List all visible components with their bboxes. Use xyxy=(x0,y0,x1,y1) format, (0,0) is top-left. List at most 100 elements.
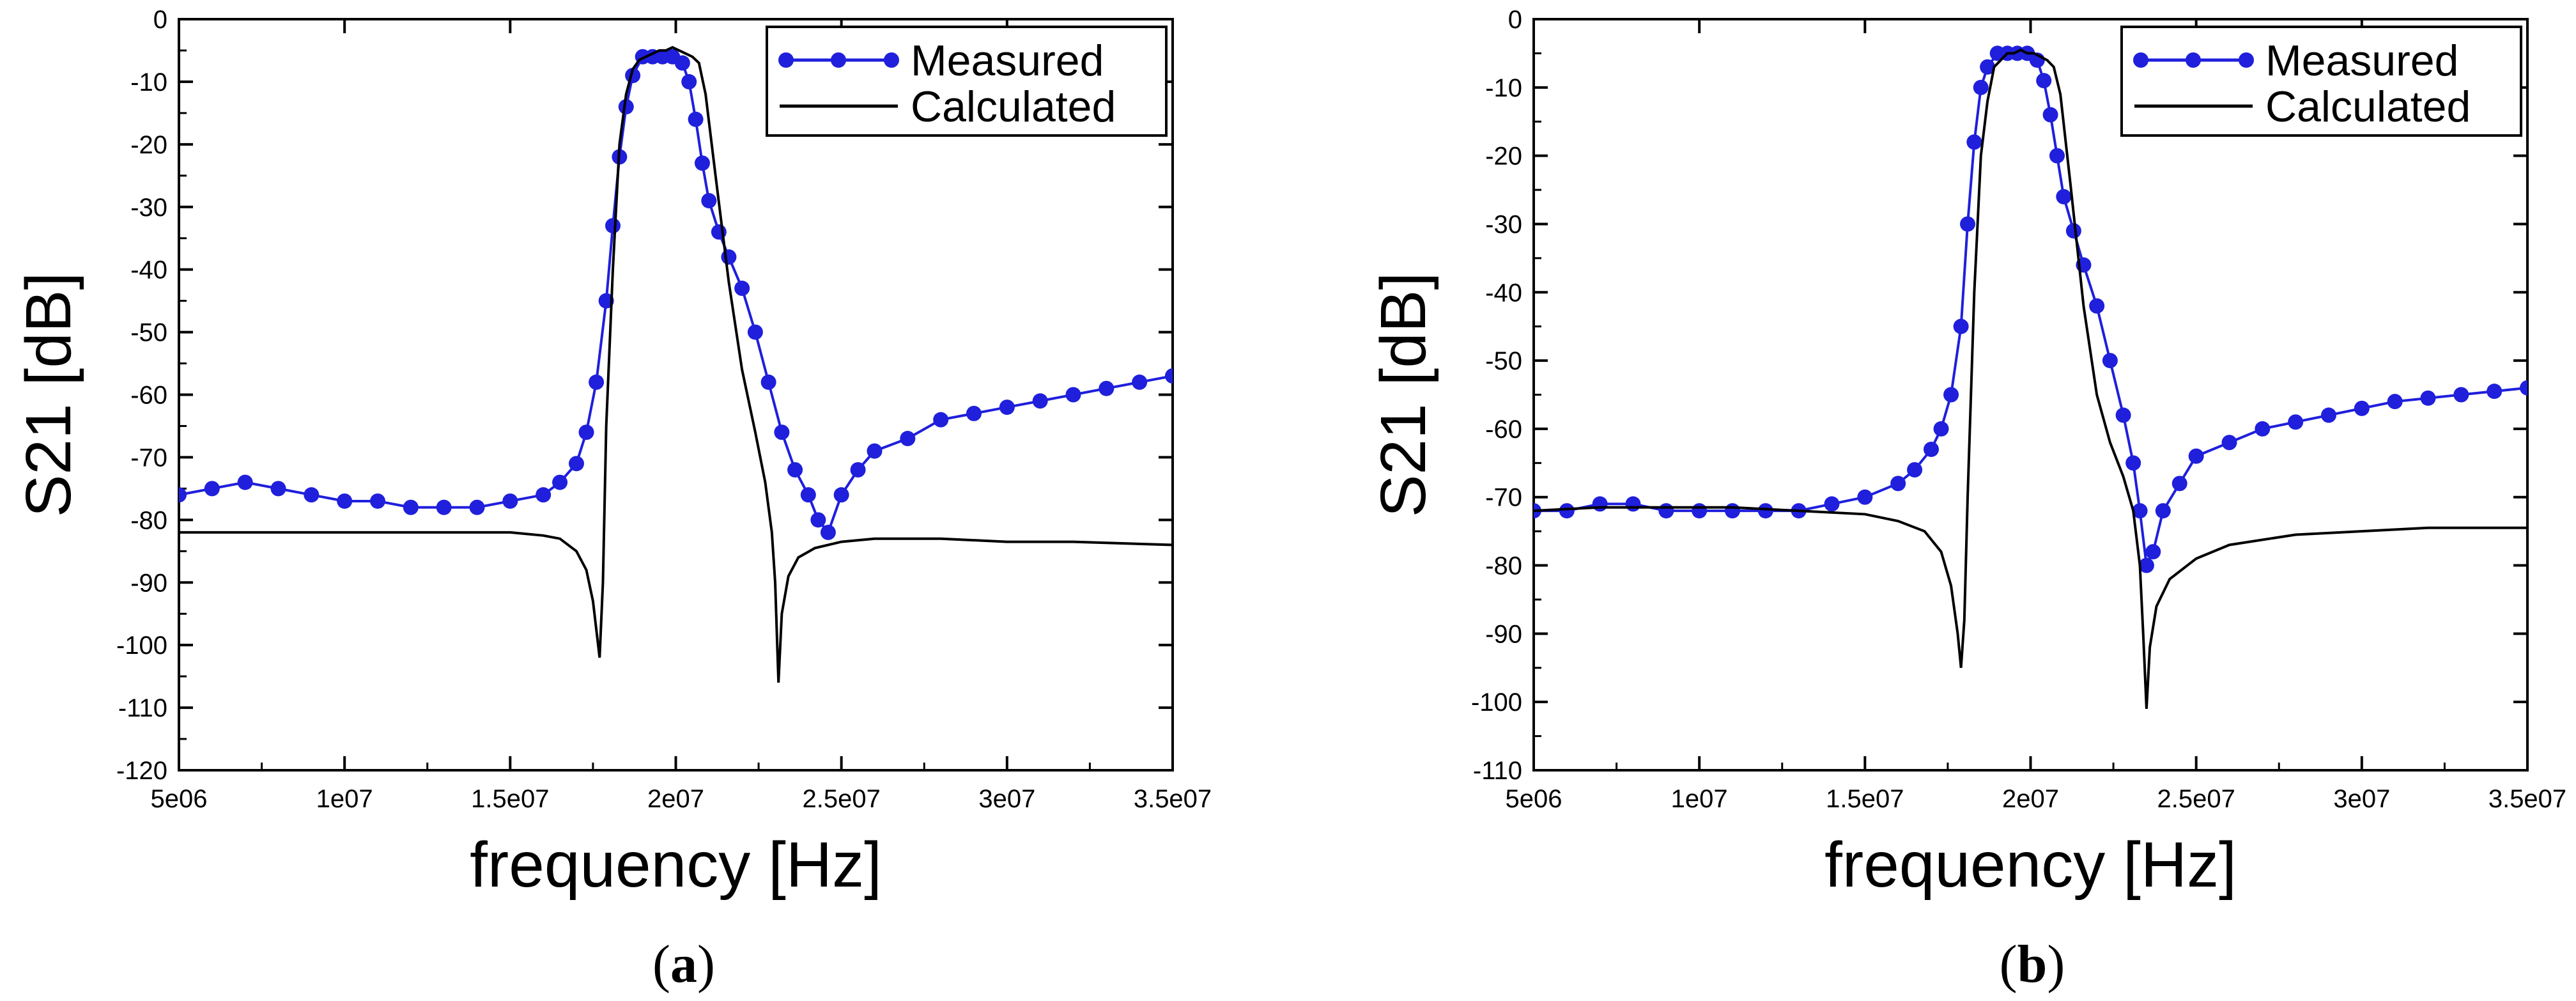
measured-point xyxy=(552,474,568,490)
measured-point xyxy=(2221,435,2237,451)
caption-a: (a) xyxy=(652,935,715,994)
measured-point xyxy=(2171,476,2187,492)
y-tick-label: -90 xyxy=(1485,620,1522,648)
y-tick-label: -10 xyxy=(1485,74,1522,102)
measured-point xyxy=(502,493,518,509)
measured-point xyxy=(999,400,1015,415)
measured-point xyxy=(1890,476,1906,492)
measured-point xyxy=(2453,387,2469,403)
measured-point xyxy=(2049,148,2065,164)
measured-point xyxy=(1132,374,1148,390)
measured-point xyxy=(403,499,419,515)
legend-calculated-label: Calculated xyxy=(2265,82,2471,131)
measured-point xyxy=(1943,387,1959,403)
measured-point xyxy=(674,55,690,71)
measured-point xyxy=(2115,407,2131,423)
y-tick-label: -30 xyxy=(130,194,167,222)
measured-point xyxy=(1032,393,1048,409)
legend-measured-marker xyxy=(2186,52,2201,68)
measured-point xyxy=(900,431,916,447)
measured-point xyxy=(1065,387,1081,403)
y-tick-label: -80 xyxy=(1485,552,1522,580)
y-tick-label: -100 xyxy=(1471,688,1522,717)
measured-point xyxy=(1953,318,1969,334)
measured-point xyxy=(1960,216,1976,232)
x-axis-title: frequency [Hz] xyxy=(470,829,882,901)
measured-point xyxy=(2520,380,2527,396)
x-tick-label: 1e07 xyxy=(1671,785,1728,813)
y-tick-label: -100 xyxy=(116,632,167,660)
measured-point xyxy=(2188,448,2204,464)
legend-measured-label: Measured xyxy=(911,36,1104,85)
measured-point xyxy=(734,281,750,297)
caption-a-letter: a xyxy=(670,935,697,994)
measured-point xyxy=(787,462,803,477)
measured-point xyxy=(1099,380,1114,396)
x-tick-label: 1e07 xyxy=(316,785,373,813)
measured-point xyxy=(2036,73,2052,89)
legend-measured-label: Measured xyxy=(2265,36,2458,85)
y-tick-label: 0 xyxy=(1508,6,1522,34)
x-tick-label: 3.5e07 xyxy=(1134,785,1212,813)
measured-point xyxy=(1973,79,1989,95)
measured-point xyxy=(933,412,949,428)
measured-point xyxy=(2255,421,2271,437)
measured-point xyxy=(469,499,485,515)
measured-point xyxy=(820,524,836,540)
measured-point xyxy=(237,474,253,490)
measured-point xyxy=(2487,384,2503,400)
measured-point xyxy=(2387,394,2403,410)
plot-area xyxy=(179,45,1173,683)
measured-point xyxy=(1924,441,1939,457)
x-axis-title: frequency [Hz] xyxy=(1824,829,2237,901)
measured-point xyxy=(2065,223,2081,239)
measured-point xyxy=(618,99,634,115)
panel-a-chart: 5e06 1e07 1.5e07 2e07 2.5e07 3e07 3.5e07 0 -10 -2… xyxy=(13,6,1212,901)
measured-point xyxy=(1980,59,1996,75)
measured-point xyxy=(1757,503,1773,519)
x-tick-label: 5e06 xyxy=(1506,785,1562,813)
measured-point xyxy=(688,111,704,127)
measured-point xyxy=(2102,353,2118,369)
measured-point xyxy=(2155,503,2171,519)
measured-point xyxy=(2354,400,2370,416)
measured-point xyxy=(337,493,353,509)
measured-point xyxy=(2125,455,2141,471)
x-tick-label: 2e07 xyxy=(2002,785,2059,813)
legend-measured-marker xyxy=(831,52,846,68)
measured-point xyxy=(1966,134,1982,150)
y-tick-label: -70 xyxy=(1485,484,1522,512)
measured-point xyxy=(578,424,594,440)
measured-point xyxy=(1725,503,1740,519)
measured-point xyxy=(605,218,621,234)
measured-point xyxy=(1658,503,1674,519)
legend-box xyxy=(766,26,1168,137)
y-tick-label: 0 xyxy=(153,6,167,34)
legend-calculated-label: Calculated xyxy=(911,82,1116,131)
caption-b-close: ) xyxy=(2047,935,2065,994)
y-tick-label: -60 xyxy=(1485,415,1522,444)
y-tick-label: -40 xyxy=(1485,279,1522,307)
measured-point xyxy=(436,499,452,515)
measured-point xyxy=(867,443,883,459)
measured-point xyxy=(1165,368,1173,384)
legend-measured-marker xyxy=(884,52,899,68)
plot-area xyxy=(1534,45,2527,709)
legend-measured-marker xyxy=(2133,52,2148,68)
measured-point xyxy=(2042,107,2058,123)
measured-point xyxy=(2420,390,2436,406)
y-tick-label: -50 xyxy=(130,319,167,347)
measured-point xyxy=(1857,489,1873,505)
y-tick-label: -20 xyxy=(1485,143,1522,171)
y-tick-label: -40 xyxy=(130,256,167,284)
x-tick-label: 1.5e07 xyxy=(471,785,549,813)
x-tick-label: 5e06 xyxy=(151,785,208,813)
measured-point xyxy=(2132,503,2148,519)
measured-series-line xyxy=(179,55,1173,535)
measured-point xyxy=(810,512,826,528)
measured-point xyxy=(2288,414,2304,430)
legend-measured-marker xyxy=(2239,52,2254,68)
y-tick-label: -110 xyxy=(118,694,167,722)
measured-point xyxy=(179,487,187,503)
